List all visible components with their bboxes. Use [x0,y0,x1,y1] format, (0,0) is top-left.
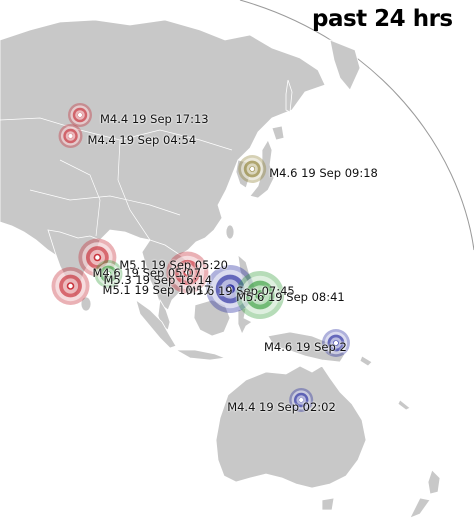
sri-lanka-landmass [80,296,92,312]
quake-label: M5.6 19 Sep 08:41 [236,290,345,304]
new-zealand-north [427,469,441,495]
quake-epicenter [68,133,73,139]
quake-epicenter [250,166,255,172]
java-landmass [174,349,227,361]
quake-marker[interactable] [236,271,285,319]
quake-label: M4.4 19 Sep 04:54 [87,133,197,147]
quake-marker[interactable] [94,260,123,288]
quake-epicenter [77,112,83,118]
tasmania-landmass [321,497,335,511]
quake-epicenter [227,286,233,292]
quake-marker[interactable] [51,267,90,305]
globe-edge [239,0,474,251]
sulawesi-landmass [237,307,253,335]
sumatra-landmass [135,299,177,349]
kamchatka-landmass [329,39,361,91]
quake-label: M5.1 19 Sep 10:17 [102,283,212,297]
new-zealand-south [409,497,431,519]
quake-marker[interactable] [238,155,267,183]
quake-label: M4.4 19 Sep 17:13 [100,112,209,126]
quake-label: M5.1 19 Sep 05:20 [119,257,229,272]
solomon-islands [359,355,373,367]
quake-marker[interactable] [321,329,350,357]
time-range-title: past 24 hrs [312,6,453,32]
land-masses [0,19,441,519]
sakhalin-landmass [285,79,293,113]
quake-epicenter [257,292,263,298]
new-caledonia [397,399,411,411]
quake-label: M5.3 19 Sep 16:14 [103,272,213,287]
quake-epicenter [333,340,339,346]
australia-landmass [215,365,367,489]
new-guinea-landmass [267,331,346,363]
quake-marker[interactable] [289,388,314,412]
quake-epicenter [106,271,111,277]
quake-marker[interactable] [68,103,92,127]
quake-label: M4.4 19 Sep 02:02 [227,400,336,414]
taiwan-landmass [225,224,235,240]
quake-epicenter [299,397,304,403]
quake-label: M4.6 19 Sep 09:18 [269,166,378,180]
quake-epicenter [68,283,73,289]
quake-epicenter [185,270,190,275]
quake-label: M4.6 19 Sep 2 [263,340,347,354]
quake-label: M5.6 19 Sep 07:45 [186,284,295,298]
quake-marker[interactable] [166,251,209,294]
quake-epicenter [95,255,100,260]
quake-label: M4.6 19 Sep 05:07 [92,266,202,280]
country-borders [0,117,233,241]
hokkaido-landmass [271,125,285,141]
quake-marker[interactable] [58,124,83,148]
